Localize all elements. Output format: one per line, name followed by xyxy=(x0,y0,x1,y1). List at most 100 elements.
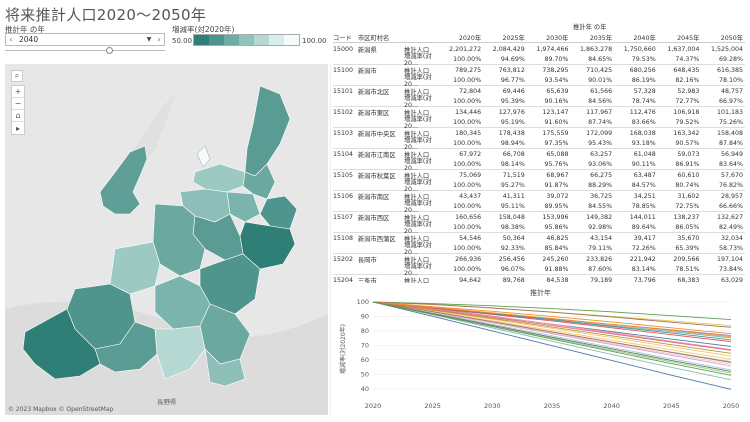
year-filter-select[interactable]: ‹ 2040 ▼ › xyxy=(5,33,165,46)
y-tick-label: 40 xyxy=(361,385,369,393)
column-header[interactable]: 2040年 xyxy=(633,35,656,42)
home-icon[interactable]: ⌂ xyxy=(12,110,24,122)
cell-value: 89,768 xyxy=(502,276,525,284)
cell-value: 48,757 xyxy=(720,87,744,95)
column-header[interactable]: 2035年 xyxy=(589,35,613,42)
legend-label: 増減率(対2020年) xyxy=(172,25,235,34)
cell-value: 95.86% xyxy=(544,223,569,231)
cell-value: 56,949 xyxy=(720,150,744,158)
zoom-out-icon[interactable]: − xyxy=(12,98,24,110)
map-region-itoigawa[interactable] xyxy=(22,308,101,380)
column-header[interactable]: 市区町村名 xyxy=(357,35,390,42)
column-header[interactable]: コード xyxy=(333,35,352,42)
cell-measure: 増減率(対20... xyxy=(404,179,432,193)
table-row[interactable]: 15105 新潟市秋葉区 推計人口 75,069 71,519 68,967 66,275 6… xyxy=(333,170,745,193)
cell-value: 84,538 xyxy=(546,276,569,284)
series-line xyxy=(372,301,732,335)
cell-value: 710,425 xyxy=(586,66,613,74)
year-slider-track[interactable] xyxy=(5,50,165,51)
x-tick-label: 2040 xyxy=(603,402,620,410)
cell-value: 87.74% xyxy=(588,118,613,126)
table-row[interactable]: 15108 新潟市西蒲区 推計人口 54,546 50,364 46,825 43,154 3… xyxy=(333,233,745,256)
cell-value: 75,069 xyxy=(459,171,482,179)
table-row[interactable]: 15106 新潟市南区 推計人口 43,437 41,311 39,072 36,725 34… xyxy=(333,191,745,214)
cell-code: 15101 xyxy=(333,87,354,95)
cell-value: 95.11% xyxy=(500,202,525,210)
next-year-icon[interactable]: › xyxy=(157,35,161,44)
cell-value: 100.00% xyxy=(453,118,482,126)
cell-value: 84.65% xyxy=(588,55,613,63)
prev-year-icon[interactable]: ‹ xyxy=(9,35,13,44)
cell-value: 61,566 xyxy=(590,87,613,95)
cell-value: 138,237 xyxy=(673,213,700,221)
map-search-icon[interactable]: ⌕ xyxy=(11,70,23,82)
cell-value: 197,104 xyxy=(716,255,744,263)
cell-value: 89.64% xyxy=(631,223,656,231)
column-header[interactable]: 2050年 xyxy=(720,35,744,42)
cell-value: 95.39% xyxy=(500,97,525,105)
x-tick-label: 2050 xyxy=(723,402,740,410)
cell-value: 94.69% xyxy=(500,55,525,63)
cell-measure: 増減率(対20... xyxy=(404,200,432,214)
series-line xyxy=(372,301,732,343)
table-row[interactable]: 15107 新潟市西区 推計人口 160,656 158,048 153,996 149,3… xyxy=(333,212,745,235)
cell-value: 41,311 xyxy=(502,192,525,200)
table-row[interactable]: 15103 新潟市中央区 推計人口 180,345 178,438 175,559 172,… xyxy=(333,128,745,151)
table-row[interactable]: 15102 新潟市東区 推計人口 134,446 127,976 123,147 117,9… xyxy=(333,107,745,130)
table-row[interactable]: 15104 新潟市江南区 推計人口 67,972 66,708 65,088 63,257 6… xyxy=(333,149,745,172)
column-header[interactable]: 2025年 xyxy=(502,35,525,42)
cell-value: 1,863,278 xyxy=(580,45,613,53)
map-region-yuzawa[interactable] xyxy=(204,348,246,387)
cell-value: 178,438 xyxy=(498,129,525,137)
cell-value: 100.00% xyxy=(453,160,482,168)
cell-value: 75.26% xyxy=(719,118,744,126)
column-header[interactable]: 2030年 xyxy=(546,35,569,42)
cell-value: 86.05% xyxy=(675,223,700,231)
map-region-shibata[interactable] xyxy=(242,163,276,200)
cell-value: 82.49% xyxy=(719,223,744,231)
table-row[interactable]: 15202 長岡市 推計人口 266,936 256,456 245,260 233,826… xyxy=(333,254,745,277)
table-row[interactable]: 15100 新潟市 推計人口 789,275 763,812 738,295 710,425… xyxy=(333,65,745,88)
cell-value: 245,260 xyxy=(542,255,569,263)
cell-value: 46,825 xyxy=(546,234,569,242)
dropdown-icon[interactable]: ▼ xyxy=(146,36,152,43)
cell-name: 新潟市江南区 xyxy=(357,151,396,159)
map-region-tsunan[interactable] xyxy=(154,325,206,380)
series-line xyxy=(372,301,732,354)
cell-value: 100.00% xyxy=(453,244,482,252)
column-header[interactable]: 2020年 xyxy=(458,35,482,42)
table-row[interactable]: 15101 新潟市北区 推計人口 72,804 69,446 65,639 61,566 57… xyxy=(333,86,745,109)
cell-value: 92.98% xyxy=(588,223,613,231)
cell-value: 28,957 xyxy=(720,192,744,200)
map-region-kashiwazaki[interactable] xyxy=(109,241,161,295)
year-filter-label: 推計年 の年 xyxy=(5,25,45,34)
table-row[interactable]: 15204 三条市 推計人口 94,642 89,768 84,538 79,189 73,7… xyxy=(333,275,745,284)
cell-value: 67,972 xyxy=(459,150,482,158)
year-slider-handle[interactable] xyxy=(106,47,113,54)
map-canvas[interactable] xyxy=(5,64,328,415)
cell-value: 73.84% xyxy=(719,265,744,273)
cell-value: 78.51% xyxy=(675,265,700,273)
table-row[interactable]: 15000 新潟県 推計人口 2,201,272 2,084,429 1,974,466 1… xyxy=(333,44,745,67)
cell-value: 112,476 xyxy=(629,108,656,116)
cell-value: 83.14% xyxy=(631,265,656,273)
cell-value: 100.00% xyxy=(453,202,482,210)
map-region-sado[interactable] xyxy=(99,145,148,215)
cell-value: 94,642 xyxy=(459,276,482,284)
expand-icon[interactable]: ▸ xyxy=(12,122,24,134)
color-legend xyxy=(193,34,300,46)
choropleth-map[interactable]: ⌕ + − ⌂ ▸ 長野県 © 2023 Mapbox © OpenStreet… xyxy=(5,64,328,415)
column-header[interactable] xyxy=(404,33,440,42)
cell-value: 256,456 xyxy=(498,255,525,263)
cell-value: 50,364 xyxy=(502,234,525,242)
zoom-in-icon[interactable]: + xyxy=(12,86,24,98)
cell-measure: 増減率(対20... xyxy=(404,242,432,256)
column-header[interactable]: 2045年 xyxy=(677,35,700,42)
legend-swatch xyxy=(269,35,284,45)
cell-value: 98.38% xyxy=(500,223,525,231)
cell-code: 15105 xyxy=(333,171,354,179)
cell-code: 15106 xyxy=(333,192,354,200)
map-region-niigata[interactable] xyxy=(192,163,246,193)
cell-value: 763,812 xyxy=(498,66,525,74)
map-region-seiro[interactable] xyxy=(196,145,211,168)
